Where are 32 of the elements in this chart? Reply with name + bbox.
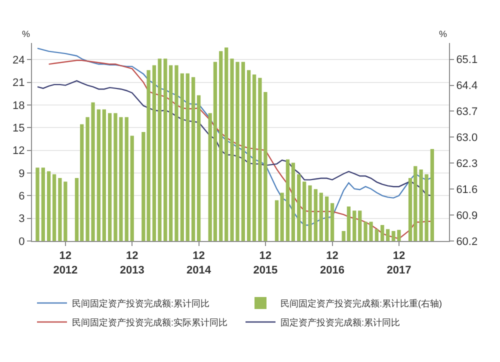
line-series: [36, 80, 433, 196]
y-tick-label: 0: [18, 236, 25, 248]
y2-tick-label: 63.0: [456, 132, 478, 144]
y2-tick-label: 60.2: [456, 236, 478, 248]
x-tick-label: 12 2012: [53, 250, 78, 276]
y-tick-label: 18: [12, 100, 25, 112]
legend-label: 民间固定资产投资完成额:累计比重(右轴): [280, 298, 442, 309]
y2-tick-label: 60.9: [456, 210, 478, 222]
x-tick-label: 12 2013: [120, 250, 144, 276]
y-tick-label: 24: [12, 54, 25, 66]
y-tick-label: 15: [12, 122, 25, 134]
y2-tick-label: 63.7: [456, 106, 478, 118]
y-tick-label: 6: [18, 190, 25, 203]
legend-label: 民间固定资产投资完成额:实际累计同比: [72, 318, 228, 328]
x-tick-label: 12 2014: [186, 250, 212, 276]
line-series: [36, 48, 433, 226]
y-tick-label: 9: [18, 168, 25, 180]
y2-tick-label: 64.4: [456, 80, 478, 92]
y-tick-label: 3: [18, 213, 25, 226]
line-series: [48, 60, 433, 240]
y-tick-label: 21: [12, 77, 25, 90]
y2-tick-label: 62.3: [456, 158, 478, 170]
y-axis-title: %: [22, 29, 30, 39]
x-tick-label: 12 2016: [320, 250, 345, 276]
y-tick-label: 12: [12, 145, 25, 158]
y2-tick-label: 65.1: [456, 54, 478, 66]
y2-tick-label: 61.6: [456, 184, 478, 196]
legend-label: 固定资产投资完成额:累计同比: [280, 318, 400, 328]
legend-label: 民间固定资产投资完成额:累计同比: [72, 298, 210, 309]
x-tick-label: 12 2017: [386, 250, 412, 276]
x-tick-label: 12 2015: [253, 250, 278, 276]
y2-axis-title: %: [439, 29, 448, 39]
